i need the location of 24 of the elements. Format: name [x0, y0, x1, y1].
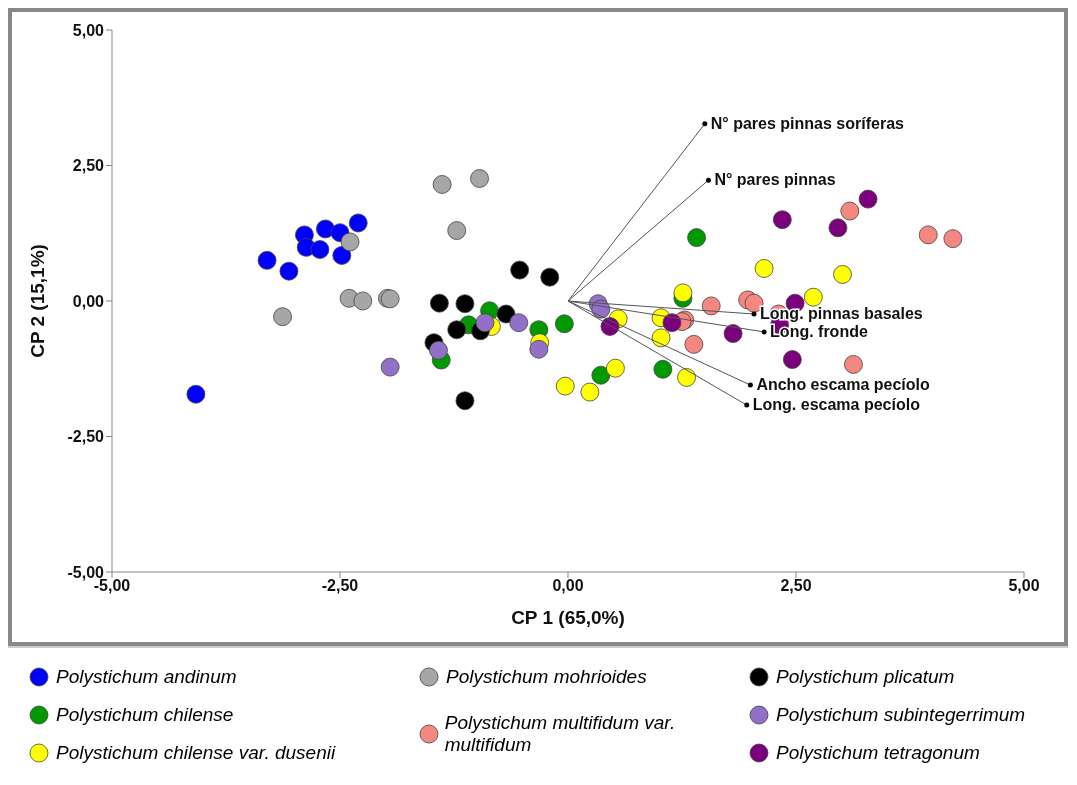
x-tick-label: 0,00	[552, 577, 584, 595]
x-axis-title: CP 1 (65,0%)	[511, 607, 625, 628]
series-label: Long. pinnas basales	[760, 305, 923, 323]
y-tick-label: 5,00	[72, 21, 105, 39]
y-tick-label: 0,00	[72, 292, 105, 310]
x-tick-label: -2,50	[321, 577, 359, 595]
y-axis-title: CP 2 (15,1%)	[26, 244, 48, 358]
legend-label: Polystichum chilense var. dusenii	[56, 742, 336, 764]
legend-label: Polystichum andinum	[56, 666, 237, 688]
series-label: N° pares pinnas soríferas	[710, 114, 905, 132]
legend-label: Polystichum multifidum var. multifidum	[444, 712, 677, 756]
legend-label: Polystichum chilense	[56, 704, 234, 726]
legend-label: Polystichum subintegerrimum	[776, 704, 1026, 726]
series-label: Long. escama pecíolo	[752, 396, 921, 414]
x-tick-label: 2,50	[780, 577, 812, 595]
y-tick-label: -2,50	[67, 428, 105, 446]
legend-label: Polystichum mohrioides	[446, 666, 647, 688]
legend-label: Polystichum tetragonum	[776, 742, 980, 764]
series-label: N° pares pinnas	[714, 171, 836, 189]
legend-label: Polystichum plicatum	[776, 666, 955, 688]
series-label: Ancho escama pecíolo	[756, 376, 931, 394]
x-tick-label: 5,00	[1008, 577, 1040, 595]
series-label: Long. fronde	[770, 322, 868, 340]
y-tick-label: 2,50	[72, 157, 105, 175]
